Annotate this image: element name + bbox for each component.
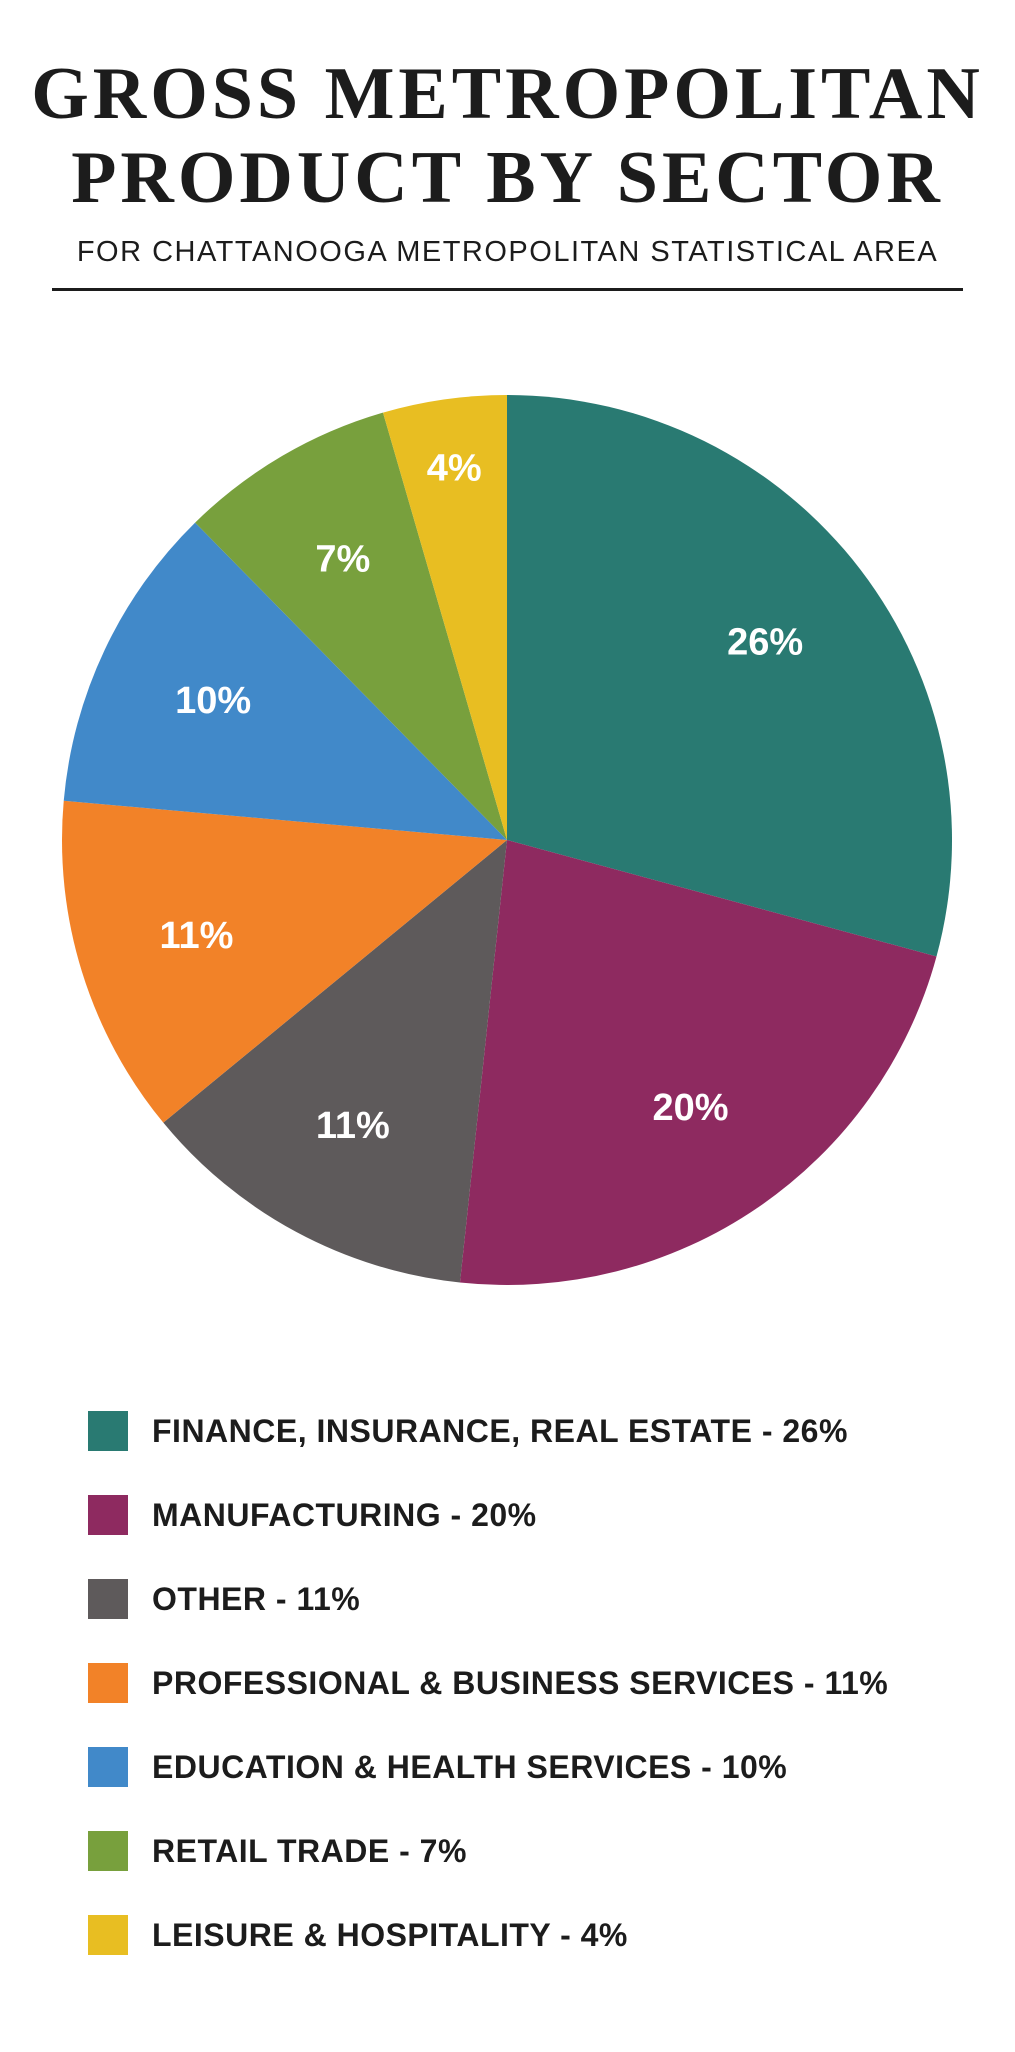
pie-slice-4 — [61, 800, 508, 1123]
pie-chart: 26% 20% 11% 11% 10% 7% 4% — [61, 395, 953, 1286]
legend-label-7: LEISURE & HOSPITALITY - 4% — [152, 1916, 628, 1953]
legend-item-7: LEISURE & HOSPITALITY - 4% — [88, 1914, 988, 1956]
legend-label-4: PROFESSIONAL & BUSINESS SERVICES - 11% — [152, 1664, 889, 1701]
pie-slice-6 — [195, 412, 507, 840]
legend-swatch-2 — [88, 1495, 128, 1535]
pie-slice-1 — [507, 395, 953, 957]
pie-slice-2 — [459, 840, 937, 1286]
pie-slice-7 — [383, 395, 507, 840]
legend-item-4: PROFESSIONAL & BUSINESS SERVICES - 11% — [88, 1662, 988, 1704]
legend-item-2: MANUFACTURING - 20% — [88, 1494, 988, 1536]
chart-title-line-1: GROSS METROPOLITAN — [31, 53, 984, 135]
legend: FINANCE, INSURANCE, REAL ESTATE - 26% MAN… — [88, 1410, 988, 1998]
legend-swatch-4 — [88, 1663, 128, 1703]
legend-label-3: OTHER - 11% — [152, 1580, 361, 1617]
legend-label-6: RETAIL TRADE - 7% — [152, 1832, 467, 1869]
slice-label-4: 11% — [160, 915, 234, 957]
legend-item-6: RETAIL TRADE - 7% — [88, 1830, 988, 1872]
chart-subtitle: FOR CHATTANOOGA METROPOLITAN STATISTICAL… — [76, 236, 939, 268]
pie-slice-5 — [63, 522, 507, 840]
legend-swatch-7 — [88, 1915, 128, 1955]
slice-label-1: 26% — [727, 622, 803, 664]
legend-label-5: EDUCATION & HEALTH SERVICES - 10% — [152, 1748, 788, 1785]
legend-item-1: FINANCE, INSURANCE, REAL ESTATE - 26% — [88, 1410, 988, 1452]
legend-swatch-3 — [88, 1579, 128, 1619]
chart-title: GROSS METROPOLITAN PRODUCT BY SECTOR — [0, 52, 1015, 220]
chart-title-line-2: PRODUCT BY SECTOR — [71, 137, 944, 219]
legend-item-3: OTHER - 11% — [88, 1578, 988, 1620]
legend-label-2: MANUFACTURING - 20% — [152, 1496, 537, 1533]
legend-swatch-1 — [88, 1411, 128, 1451]
legend-swatch-6 — [88, 1831, 128, 1871]
slice-label-7: 4% — [427, 448, 482, 490]
title-divider — [52, 288, 963, 291]
pie-slice-3 — [163, 840, 507, 1283]
slice-label-2: 20% — [652, 1087, 728, 1129]
slice-label-6: 7% — [315, 539, 370, 581]
legend-swatch-5 — [88, 1747, 128, 1787]
legend-label-1: FINANCE, INSURANCE, REAL ESTATE - 26% — [152, 1412, 848, 1449]
slice-label-3: 11% — [316, 1105, 390, 1147]
slice-label-5: 10% — [175, 680, 251, 722]
legend-item-5: EDUCATION & HEALTH SERVICES - 10% — [88, 1746, 988, 1788]
